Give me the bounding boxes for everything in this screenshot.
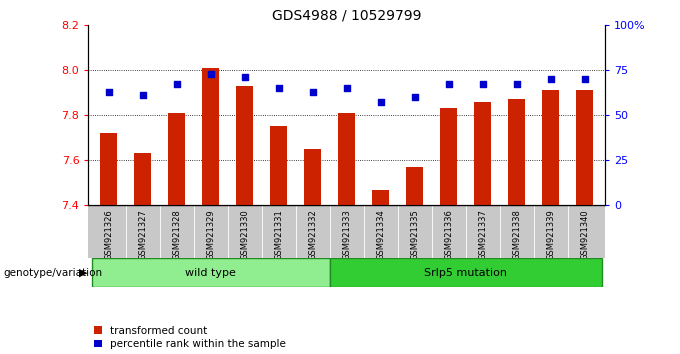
Text: GSM921329: GSM921329: [206, 210, 216, 260]
Bar: [92, 258, 330, 287]
Point: [171, 81, 182, 87]
Point: [545, 76, 556, 82]
Bar: [407, 167, 423, 205]
Text: Srlp5 mutation: Srlp5 mutation: [424, 268, 507, 278]
Bar: [237, 86, 253, 205]
Bar: [475, 102, 491, 205]
Point: [103, 89, 114, 95]
Point: [205, 71, 216, 76]
Bar: [271, 126, 287, 205]
Text: GSM921327: GSM921327: [138, 210, 148, 260]
Bar: [135, 153, 151, 205]
Text: GSM921332: GSM921332: [308, 210, 318, 260]
Point: [273, 85, 284, 91]
Text: genotype/variation: genotype/variation: [3, 268, 103, 278]
Bar: [542, 90, 559, 205]
Legend: transformed count, percentile rank within the sample: transformed count, percentile rank withi…: [94, 326, 286, 349]
Bar: [203, 68, 219, 205]
Text: GSM921330: GSM921330: [240, 210, 250, 260]
Text: GSM921326: GSM921326: [104, 210, 114, 260]
Text: GSM921331: GSM921331: [274, 210, 284, 260]
Text: GSM921335: GSM921335: [410, 210, 420, 260]
Point: [409, 94, 420, 100]
Bar: [101, 133, 118, 205]
Text: ▶: ▶: [79, 268, 87, 278]
Bar: [509, 99, 525, 205]
Bar: [330, 258, 602, 287]
Bar: [373, 189, 389, 205]
Text: GSM921340: GSM921340: [580, 210, 590, 260]
Bar: [305, 149, 322, 205]
Bar: [339, 113, 355, 205]
Point: [375, 99, 386, 105]
Text: GSM921333: GSM921333: [342, 210, 352, 261]
Text: GSM921334: GSM921334: [376, 210, 386, 260]
Point: [477, 81, 488, 87]
Point: [341, 85, 352, 91]
Bar: [576, 90, 593, 205]
Title: GDS4988 / 10529799: GDS4988 / 10529799: [272, 8, 422, 22]
Text: GSM921337: GSM921337: [478, 210, 488, 261]
Point: [511, 81, 522, 87]
Text: GSM921338: GSM921338: [512, 210, 522, 261]
Text: GSM921339: GSM921339: [546, 210, 556, 260]
Point: [443, 81, 454, 87]
Text: GSM921328: GSM921328: [172, 210, 182, 260]
Text: GSM921336: GSM921336: [444, 210, 454, 261]
Bar: [169, 113, 185, 205]
Point: [307, 89, 318, 95]
Point: [239, 74, 250, 80]
Point: [137, 92, 148, 98]
Text: wild type: wild type: [186, 268, 236, 278]
Bar: [441, 108, 457, 205]
Point: [579, 76, 590, 82]
